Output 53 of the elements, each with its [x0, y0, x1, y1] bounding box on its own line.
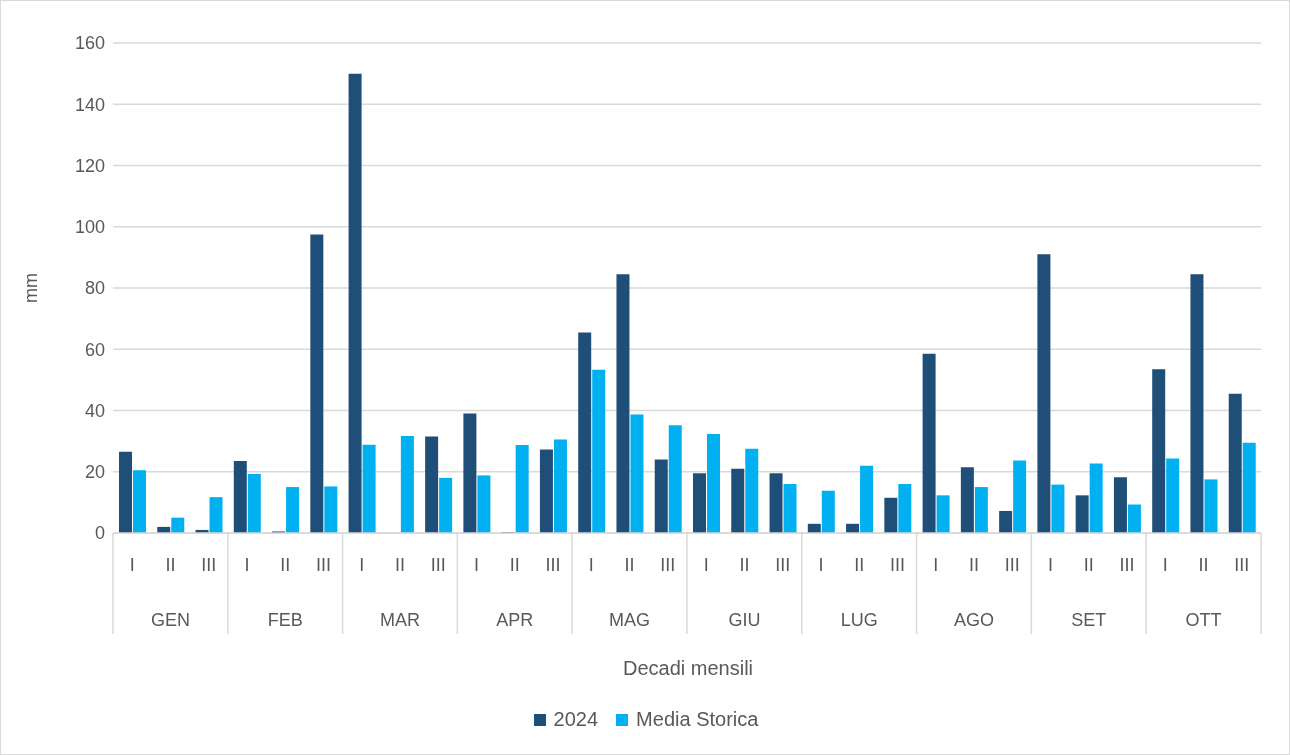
- text: AGO: [953, 610, 995, 630]
- x-tick-label: I: [129, 555, 135, 575]
- x-tick-label: III: [315, 555, 331, 575]
- x-tick-label: II: [1198, 555, 1209, 575]
- y-tick-label: 140: [74, 94, 105, 115]
- x-tick-label: I: [588, 555, 594, 575]
- x-tick-label: II: [968, 555, 980, 575]
- x-tick-label: I: [1162, 555, 1168, 575]
- x-tick-label: III: [775, 555, 791, 575]
- y-tick-label: 40: [84, 400, 105, 421]
- text: GIU: [728, 610, 761, 630]
- x-tick-label: II: [509, 555, 520, 575]
- x-tick-label: III: [1119, 555, 1135, 575]
- text: APR: [496, 610, 534, 630]
- x-tick-label: III: [430, 555, 446, 575]
- y-tick-label: 100: [74, 217, 105, 238]
- text: SET: [1071, 610, 1107, 630]
- x-tick-label: II: [624, 555, 635, 575]
- text: GEN: [150, 610, 190, 630]
- text: OTT: [1185, 610, 1222, 630]
- x-axis-title: Decadi mensili: [621, 657, 755, 680]
- text: MAR: [380, 610, 420, 630]
- x-tick-label: III: [660, 555, 676, 575]
- x-tick-label: III: [1234, 555, 1250, 575]
- x-tick-label: I: [933, 555, 939, 575]
- y-tick-label: 60: [84, 339, 105, 360]
- x-tick-label: I: [703, 555, 709, 575]
- legend-label: 2024: [553, 708, 599, 731]
- text: FEB: [267, 610, 303, 630]
- x-tick-label: I: [474, 555, 480, 575]
- y-tick-label: 20: [84, 462, 105, 483]
- y-tick-label: 80: [84, 278, 105, 299]
- x-tick-label: III: [201, 555, 217, 575]
- y-tick-label: 0: [94, 523, 105, 544]
- x-tick-label: III: [545, 555, 561, 575]
- y-tick-label: 160: [74, 33, 105, 54]
- text: LUG: [840, 610, 878, 630]
- x-tick-label: II: [1083, 555, 1094, 575]
- legend-label: Media Storica: [636, 708, 759, 731]
- x-tick-label: II: [854, 555, 865, 575]
- y-axis-title: mm: [21, 273, 42, 303]
- x-tick-label: II: [394, 555, 406, 575]
- x-tick-label: I: [359, 555, 365, 575]
- x-tick-label: III: [1004, 555, 1020, 575]
- text: MAG: [609, 610, 651, 630]
- x-tick-label: II: [739, 555, 750, 575]
- x-tick-label: I: [1048, 555, 1054, 575]
- x-tick-label: I: [244, 555, 250, 575]
- x-tick-label: III: [889, 555, 905, 575]
- x-tick-label: II: [280, 555, 291, 575]
- x-tick-label: II: [165, 555, 176, 575]
- y-tick-label: 120: [74, 155, 105, 176]
- x-tick-label: I: [818, 555, 824, 575]
